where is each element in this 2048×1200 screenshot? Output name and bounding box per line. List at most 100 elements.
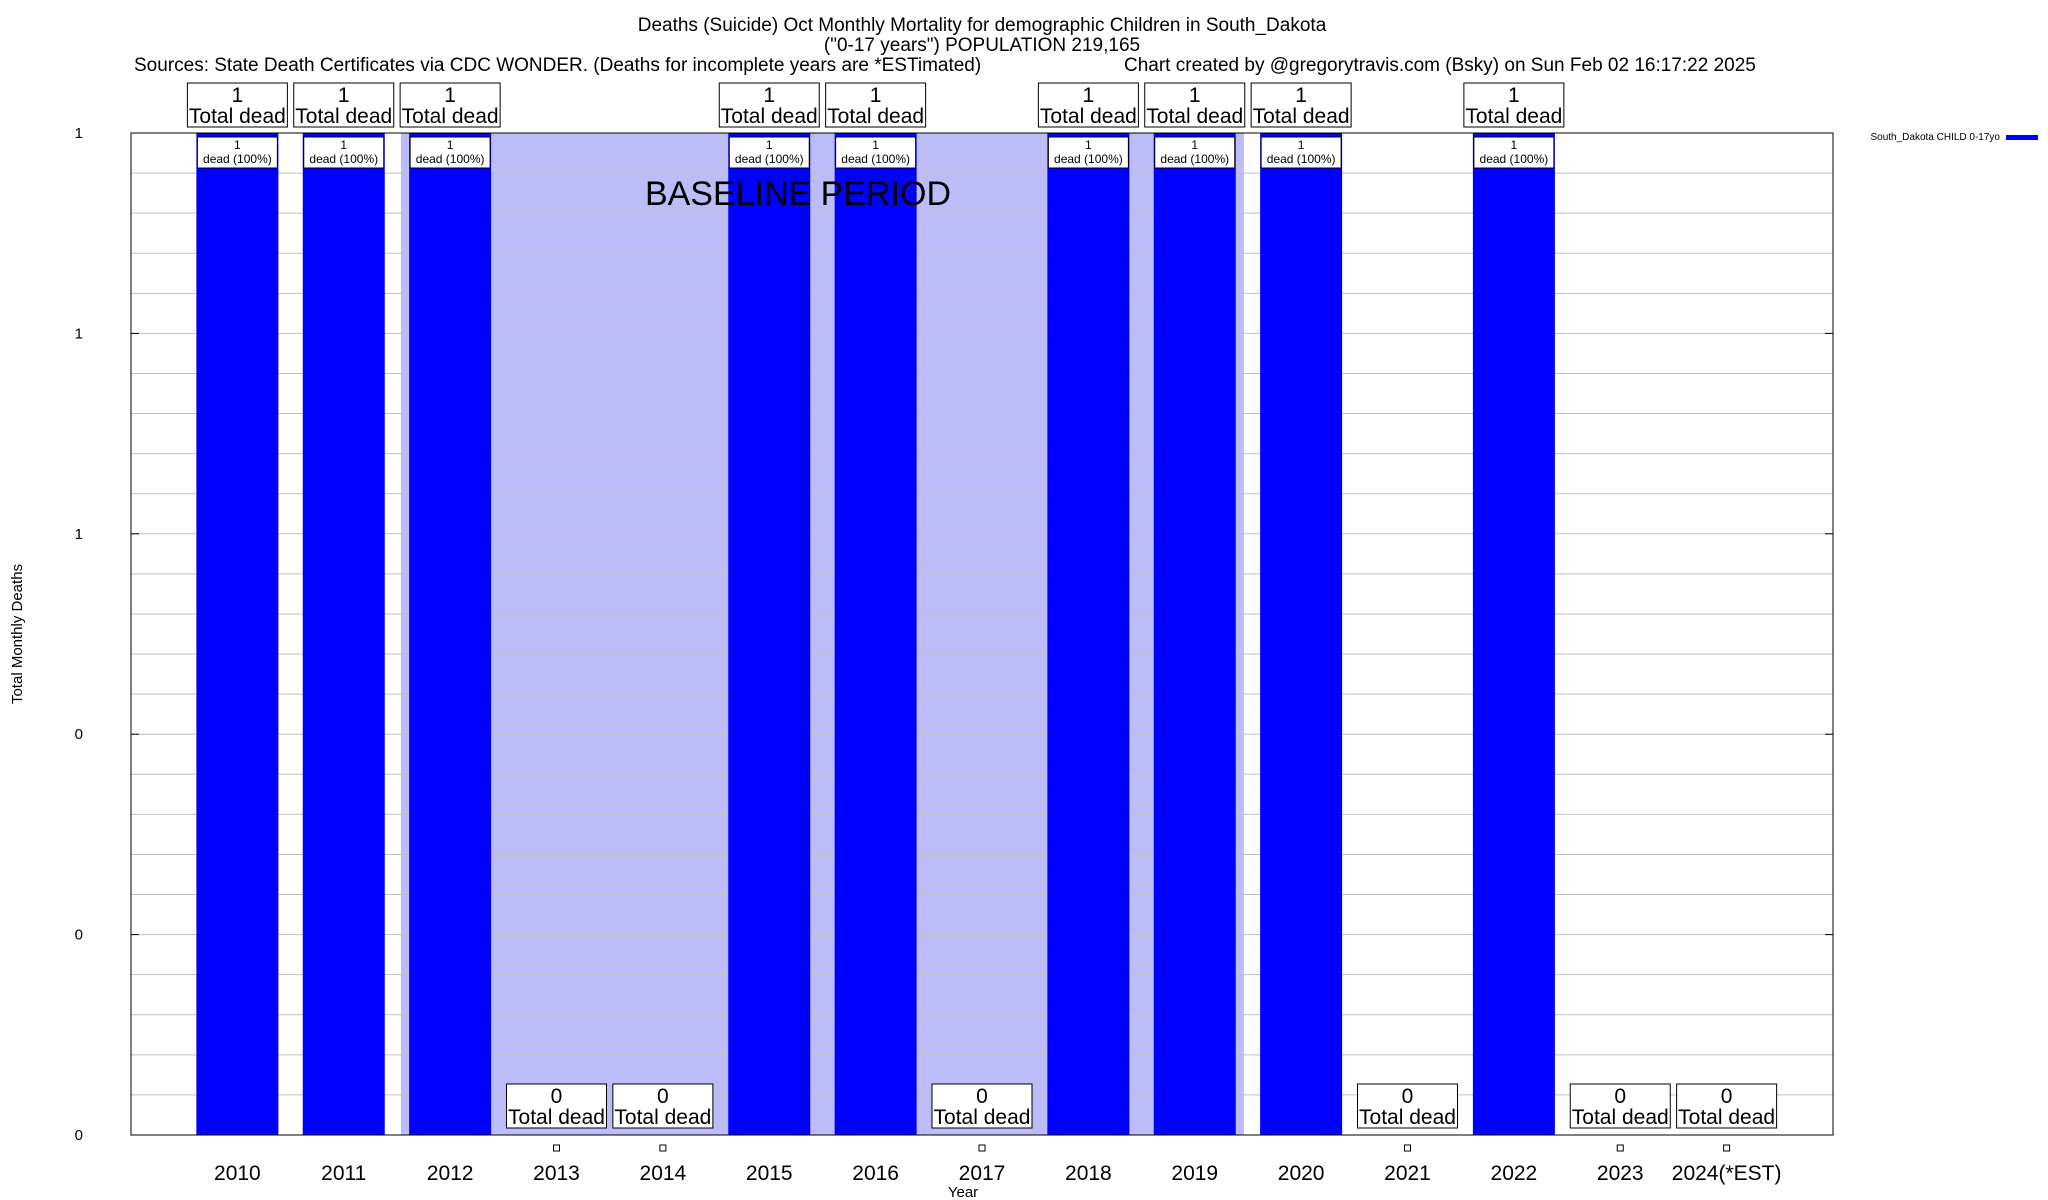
- x-tick-label: 2020: [1278, 1162, 1325, 1185]
- total-dead-label: Total dead: [934, 1106, 1031, 1129]
- total-dead-label: Total dead: [1146, 105, 1243, 128]
- chart-subtitle: ("0-17 years") POPULATION 219,165: [824, 35, 1140, 56]
- y-tick-label: 1: [75, 125, 83, 142]
- x-tick-label: 2019: [1171, 1162, 1218, 1185]
- zero-marker: [1404, 1144, 1411, 1152]
- bar-percent-label: dead (100%): [735, 152, 804, 166]
- bar-value-box: [303, 136, 385, 169]
- y-tick-label: 1: [75, 526, 83, 543]
- x-tick-label: 2018: [1065, 1162, 1112, 1185]
- legend-label: South_Dakota CHILD 0-17yo: [1870, 132, 2000, 143]
- bar-value-box: [1047, 136, 1129, 169]
- total-dead-label: Total dead: [1359, 1106, 1456, 1129]
- x-tick-label: 2015: [746, 1162, 793, 1185]
- y-tick-label: 0: [75, 1127, 83, 1144]
- x-tick-label: 2014: [640, 1162, 687, 1185]
- total-value-label: 1: [232, 84, 244, 107]
- bar-value-box: [835, 136, 917, 169]
- bar-percent-label: dead (100%): [1160, 152, 1229, 166]
- bar-value-box: [1473, 136, 1555, 169]
- bar: [834, 133, 917, 1135]
- total-value-label: 1: [1508, 84, 1520, 107]
- zero-marker: [978, 1144, 986, 1152]
- total-dead-label: Total dead: [1572, 1106, 1669, 1129]
- bar-value-label: 1: [1511, 138, 1518, 152]
- bars-layer: [196, 133, 1555, 1135]
- legend-swatch: [2006, 135, 2038, 140]
- total-box: [1144, 82, 1246, 128]
- total-box: [399, 82, 501, 128]
- total-value-label: 0: [976, 1085, 988, 1108]
- x-tick-label: 2021: [1384, 1162, 1431, 1185]
- bar: [1260, 133, 1343, 1135]
- x-tick-label: 2013: [533, 1162, 580, 1185]
- x-tick-label: 2010: [214, 1162, 261, 1185]
- total-dead-label: Total dead: [1040, 105, 1137, 128]
- total-dead-label: Total dead: [1253, 105, 1350, 128]
- total-value-label: 0: [1614, 1085, 1626, 1108]
- bar-value-label: 1: [447, 138, 454, 152]
- total-value-label: 1: [338, 84, 350, 107]
- total-box: [186, 82, 288, 128]
- total-box: [1357, 1083, 1458, 1129]
- total-dead-label: Total dead: [1678, 1106, 1775, 1129]
- x-tick-label: 2024(*EST): [1672, 1162, 1782, 1185]
- x-tick-label: 2012: [427, 1162, 474, 1185]
- total-box: [1037, 82, 1139, 128]
- bar-value-label: 1: [872, 138, 879, 152]
- total-value-label: 1: [1189, 84, 1201, 107]
- x-tick-label: 2011: [321, 1162, 366, 1185]
- bar-value-box: [728, 136, 810, 169]
- bar: [1153, 133, 1236, 1135]
- bar-percent-label: dead (100%): [841, 152, 910, 166]
- bar-percent-label: dead (100%): [416, 152, 485, 166]
- chart-credit: Chart created by @gregorytravis.com (Bsk…: [1124, 55, 1756, 76]
- total-dead-label: Total dead: [295, 105, 392, 128]
- bar-value-label: 1: [234, 138, 241, 152]
- bar: [728, 133, 811, 1135]
- total-box: [825, 82, 927, 128]
- x-tick-label: 2016: [852, 1162, 899, 1185]
- total-value-label: 0: [1402, 1085, 1414, 1108]
- bar-value-box: [1154, 136, 1236, 169]
- y-tick-label: 0: [75, 726, 83, 743]
- bar-value-label: 1: [1085, 138, 1092, 152]
- total-dead-label: Total dead: [402, 105, 499, 128]
- total-box: [1676, 1083, 1778, 1129]
- total-value-label: 1: [763, 84, 775, 107]
- total-dead-label: Total dead: [1465, 105, 1562, 128]
- bar: [196, 133, 279, 1135]
- total-dead-label: Total dead: [508, 1106, 605, 1129]
- bar-value-box: [196, 136, 278, 169]
- bar-percent-label: dead (100%): [1480, 152, 1549, 166]
- x-axis-label: Year: [948, 1184, 978, 1200]
- total-value-label: 0: [1721, 1085, 1733, 1108]
- total-dead-label: Total dead: [189, 105, 286, 128]
- bar-percent-label: dead (100%): [203, 152, 272, 166]
- bar-value-box: [409, 136, 491, 169]
- x-tick-label: 2017: [959, 1162, 1006, 1185]
- total-box: [293, 82, 395, 128]
- bar-value-label: 1: [1191, 138, 1198, 152]
- bar-value-label: 1: [340, 138, 347, 152]
- total-box: [1250, 82, 1352, 128]
- zero-marker: [1616, 1144, 1624, 1152]
- total-box: [612, 1083, 714, 1129]
- total-value-label: 1: [870, 84, 882, 107]
- total-value-label: 1: [1083, 84, 1095, 107]
- total-box: [506, 1083, 607, 1129]
- total-box: [718, 82, 820, 128]
- bar: [409, 133, 492, 1135]
- chart-title: Deaths (Suicide) Oct Monthly Mortality f…: [638, 15, 1327, 36]
- x-tick-label: 2023: [1597, 1162, 1644, 1185]
- total-dead-label: Total dead: [827, 105, 924, 128]
- bar: [302, 133, 385, 1135]
- zero-marker: [1723, 1144, 1731, 1152]
- total-box: [931, 1083, 1033, 1129]
- total-dead-label: Total dead: [614, 1106, 711, 1129]
- ticks-layer: 2010 2011 2012 2013 2014 2015 2016 2017 2018 2019…: [75, 125, 1833, 1185]
- plot-frame: [130, 132, 1834, 1136]
- bar-value-box: [1260, 136, 1342, 169]
